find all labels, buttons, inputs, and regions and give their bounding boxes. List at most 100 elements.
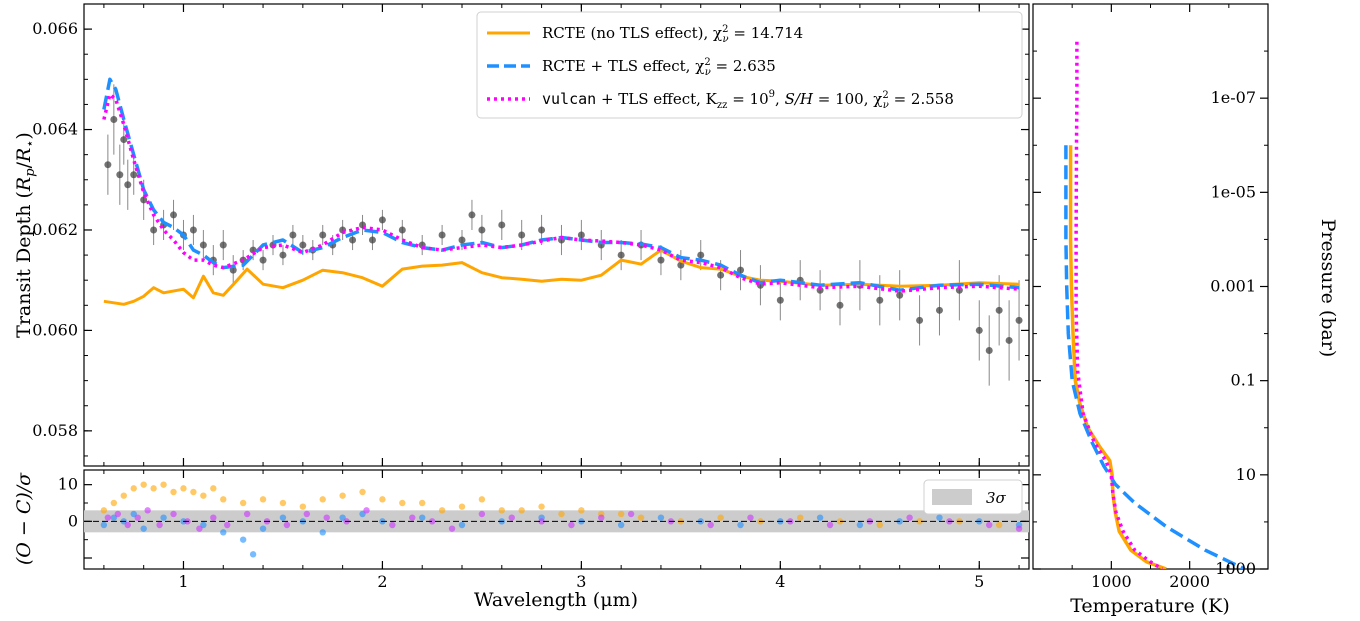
data-point <box>717 271 725 279</box>
residual-point <box>389 521 396 529</box>
tick-label: 2000 <box>1169 572 1210 591</box>
legend-box <box>476 11 1023 119</box>
data-point <box>110 116 118 123</box>
data-point <box>368 236 376 244</box>
data-point <box>657 256 665 264</box>
main-panel-frame <box>83 3 1030 467</box>
residual-point <box>797 514 804 521</box>
data-point <box>617 251 625 259</box>
tick-label: 0.058 <box>32 421 78 440</box>
residual-legend-swatch <box>932 489 972 505</box>
data-point <box>538 226 546 234</box>
model-line-solid <box>103 248 1020 306</box>
data-point <box>170 211 178 219</box>
tick-label: 0.001 <box>1210 277 1256 296</box>
residual-point <box>283 521 291 529</box>
residual-point <box>239 499 247 507</box>
tick-label: 0.062 <box>32 220 78 239</box>
residual-point <box>323 514 330 521</box>
residual-point <box>363 507 370 514</box>
residual-point <box>419 514 426 521</box>
residual-point <box>140 481 147 488</box>
residual-point <box>100 521 108 529</box>
data-point <box>518 231 526 239</box>
data-point <box>836 301 844 309</box>
pt-x-axis-label: Temperature (K) <box>1070 595 1230 617</box>
data-point <box>935 306 943 314</box>
data-point <box>737 266 745 274</box>
residual-point <box>180 485 187 492</box>
x-axis-label: Wavelength (μm) <box>474 589 638 611</box>
residual-point <box>428 518 436 525</box>
residual-point <box>220 496 227 503</box>
model-line-dashed <box>102 77 1020 292</box>
residual-point <box>160 514 167 521</box>
residual-point <box>399 499 406 507</box>
legend-label-rcte: RCTE (no TLS effect), χ2 ν = 14.714 <box>542 24 803 45</box>
data-point <box>468 211 476 219</box>
tick-label: 1 <box>178 572 188 591</box>
tick-label: 2 <box>377 572 387 591</box>
data-point <box>124 181 132 189</box>
data-point <box>955 286 963 294</box>
data-point <box>199 241 207 249</box>
residual-legend-label: 3σ <box>986 489 1007 507</box>
residual-point <box>259 525 267 532</box>
residual-point <box>160 481 167 488</box>
residual-point <box>259 496 267 503</box>
residual-point <box>170 488 177 496</box>
residual-point <box>249 551 257 558</box>
data-point <box>150 226 158 234</box>
residual-point <box>144 507 151 514</box>
residual-point <box>906 514 913 521</box>
residual-point <box>986 521 993 529</box>
residual-point <box>299 503 307 510</box>
pt-line-solid <box>1068 145 1167 569</box>
pt-y-axis-label: Pressure (bar) <box>1317 219 1339 358</box>
residual-point <box>200 492 207 499</box>
residual-point <box>518 507 525 514</box>
tick-label: 1000 <box>1091 572 1132 591</box>
residual-point <box>114 510 122 518</box>
axis-ticks: 0.058 0.060 0.062 0.064 0.066 1 2 3 4 5 0 10 1000 200… <box>32 3 1268 591</box>
residual-point <box>826 521 834 529</box>
residual-point <box>578 507 585 514</box>
tick-label: 1000 <box>1215 559 1256 578</box>
data-point <box>1005 336 1013 344</box>
residual-point <box>196 525 203 532</box>
residual-point <box>448 525 456 532</box>
data-point <box>438 231 446 239</box>
data-point <box>1015 316 1023 324</box>
residual-point <box>339 492 346 499</box>
residual-point <box>170 510 177 518</box>
residual-point <box>100 507 108 514</box>
model-line-dotted <box>102 92 1020 293</box>
residual-point <box>737 521 744 529</box>
residual-point <box>558 510 565 518</box>
data-point <box>697 251 705 259</box>
residual-point <box>538 503 545 510</box>
residual-point <box>110 499 118 507</box>
data-point <box>219 241 227 249</box>
data-point <box>876 296 884 304</box>
residual-point <box>210 514 217 521</box>
residual-point <box>538 518 545 525</box>
residual-point <box>419 499 426 507</box>
main-data-layer <box>104 84 1023 386</box>
residual-point <box>916 518 923 525</box>
legend-label-vulcan: vulcan + TLS effect, Kzz = 109, S/H = 10… <box>542 89 954 111</box>
residual-point <box>478 510 486 518</box>
residual-point <box>617 510 625 518</box>
legend-label-tls: RCTE + TLS effect, χ2 ν = 2.635 <box>542 57 776 78</box>
residual-point <box>816 514 824 521</box>
data-point <box>140 196 148 204</box>
residual-point <box>458 503 466 510</box>
residual-point <box>657 514 665 521</box>
data-point <box>319 231 327 239</box>
residual-point <box>876 521 883 529</box>
data-point <box>229 266 237 274</box>
data-point <box>299 241 307 249</box>
residual-point <box>936 514 943 521</box>
data-point <box>458 236 466 244</box>
